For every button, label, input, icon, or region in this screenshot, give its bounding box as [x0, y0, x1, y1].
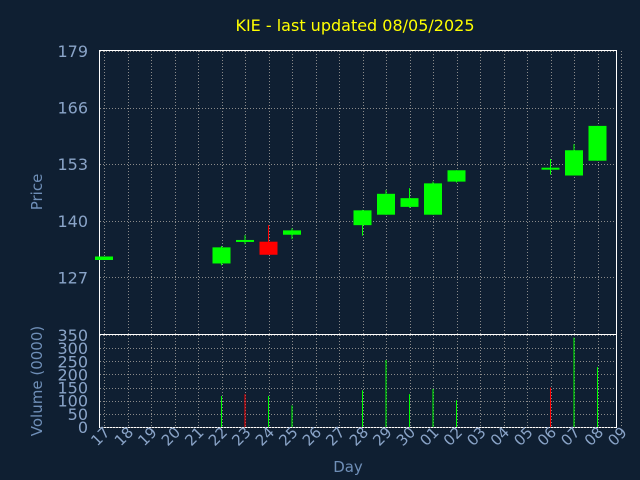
candle-body	[353, 210, 372, 226]
price-y-tick-label: 140	[57, 212, 88, 231]
price-y-tick-label: 153	[57, 155, 88, 174]
volume-gridlines	[100, 335, 622, 428]
x-tick-labels: 1718192021222324252627282930010203040506…	[87, 423, 630, 449]
volume-y-tick-label: 150	[57, 379, 88, 398]
volume-y-tick-label: 250	[57, 352, 88, 371]
price-y-tick-label: 166	[57, 99, 88, 118]
candle-body	[588, 125, 607, 161]
volume-y-tick-label: 200	[57, 365, 88, 384]
volume-y-tick-label: 50	[68, 405, 88, 424]
candle-body	[95, 256, 113, 260]
volume-y-tick-label: 0	[78, 418, 88, 437]
candle-body	[259, 241, 278, 255]
price-gridlines	[100, 51, 622, 334]
volume-axis-label: Volume (0000)	[28, 326, 46, 436]
candle-body	[377, 193, 395, 215]
candle	[400, 188, 419, 208]
candle	[283, 228, 301, 240]
candle-body	[447, 170, 466, 182]
candle	[541, 158, 560, 175]
candle-body	[212, 247, 231, 264]
candle	[353, 209, 372, 236]
price-plot-frame	[99, 50, 617, 335]
candle	[259, 225, 278, 255]
candle	[447, 170, 466, 183]
price-y-tick-label: 127	[57, 268, 88, 287]
volume-y-tick-label: 100	[57, 392, 88, 411]
candle	[377, 189, 395, 215]
candle	[565, 144, 583, 176]
candle-body	[236, 239, 254, 242]
volume-y-tick-label: 300	[57, 339, 88, 358]
price-y-tick-label: 179	[57, 42, 88, 61]
candle-body	[565, 150, 583, 176]
chart-title: KIE - last updated 08/05/2025	[235, 16, 474, 35]
x-axis-label: Day	[333, 458, 363, 476]
price-axis-label: Price	[28, 174, 46, 211]
candle	[424, 181, 442, 215]
candle-body	[424, 183, 442, 215]
candle	[212, 246, 231, 266]
candle-body	[283, 230, 301, 235]
volume-bar-series	[221, 337, 598, 427]
candle-body	[541, 167, 560, 170]
candle	[95, 256, 113, 260]
candlestick-series	[95, 125, 607, 266]
candle-body	[400, 198, 419, 207]
candle	[236, 235, 254, 245]
volume-y-tick-label: 350	[57, 326, 88, 345]
price-y-tick-labels: 127 140 153 166 179	[57, 42, 88, 287]
candle	[588, 125, 607, 161]
